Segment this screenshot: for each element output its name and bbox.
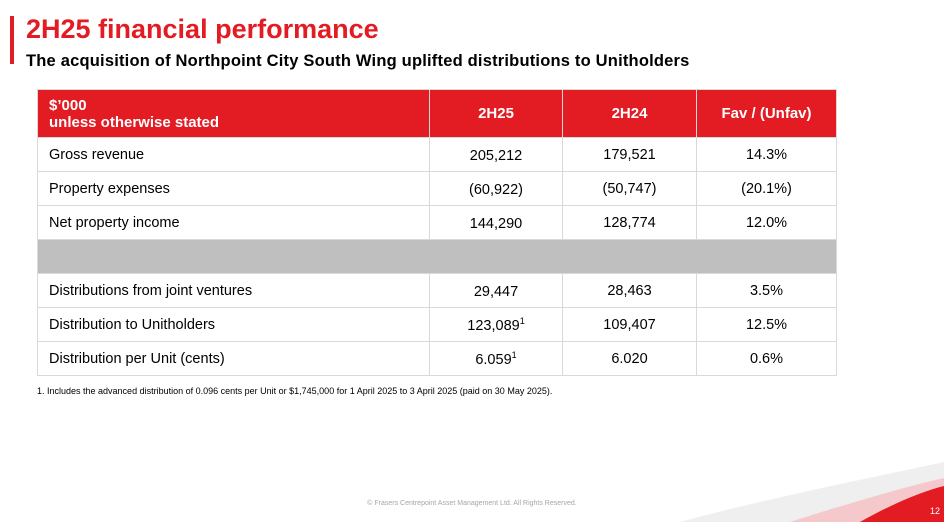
footnote: 1. Includes the advanced distribution of…: [37, 386, 553, 396]
cell-2h24: (50,747): [562, 171, 697, 206]
row-label: Distribution per Unit (cents): [37, 341, 430, 376]
table-row: Distribution per Unit (cents) 6.0591 6.0…: [37, 341, 837, 376]
page-number: 12: [929, 506, 940, 516]
slide-title: 2H25 financial performance: [26, 14, 379, 44]
cell-2h25: (60,922): [429, 171, 563, 206]
col-header-2h25: 2H25: [429, 89, 563, 138]
cell-2h24: 179,521: [562, 137, 697, 172]
unit-header: $’000 unless otherwise stated: [37, 89, 430, 138]
col-header-fav: Fav / (Unfav): [696, 89, 837, 138]
row-label: Gross revenue: [37, 137, 430, 172]
table-header-row: $’000 unless otherwise stated 2H25 2H24 …: [37, 89, 837, 138]
row-label: Distributions from joint ventures: [37, 273, 430, 308]
copyright-notice: © Frasers Centrepoint Asset Management L…: [367, 500, 577, 507]
table-row: Distribution to Unitholders 123,0891 109…: [37, 307, 837, 342]
table-row: Net property income 144,290 128,774 12.0…: [37, 205, 837, 240]
table-row: Gross revenue 205,212 179,521 14.3%: [37, 137, 837, 172]
cell-fav: 0.6%: [696, 341, 837, 376]
title-accent-bar: [10, 16, 14, 64]
separator-row: [37, 239, 837, 274]
cell-fav: (20.1%): [696, 171, 837, 206]
separator-cell: [37, 239, 837, 274]
cell-2h25: 29,447: [429, 273, 563, 308]
financial-table: $’000 unless otherwise stated 2H25 2H24 …: [37, 89, 837, 376]
slide-subtitle: The acquisition of Northpoint City South…: [26, 52, 690, 70]
table-row: Property expenses (60,922) (50,747) (20.…: [37, 171, 837, 206]
cell-fav: 14.3%: [696, 137, 837, 172]
unit-header-line2: unless otherwise stated: [49, 113, 220, 131]
col-header-2h24: 2H24: [562, 89, 697, 138]
row-label: Property expenses: [37, 171, 430, 206]
cell-2h25: 6.0591: [429, 341, 563, 376]
cell-2h24: 6.020: [562, 341, 697, 376]
unit-header-line1: $’000: [49, 96, 87, 114]
row-label: Net property income: [37, 205, 430, 240]
row-label: Distribution to Unitholders: [37, 307, 430, 342]
cell-2h24: 109,407: [562, 307, 697, 342]
